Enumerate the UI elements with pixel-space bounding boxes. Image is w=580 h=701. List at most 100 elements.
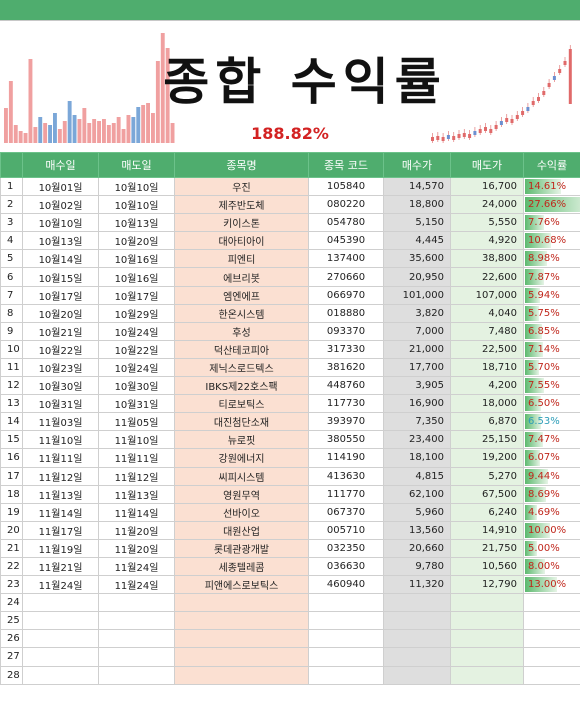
- stock-name-cell[interactable]: 제주반도체: [174, 195, 309, 215]
- buy-date-cell[interactable]: 11월19일: [22, 538, 99, 558]
- return-cell[interactable]: 5.94%: [523, 285, 580, 305]
- return-cell[interactable]: 5.00%: [523, 538, 580, 558]
- buy-price-cell[interactable]: 4,815: [383, 466, 451, 486]
- sell-date-cell[interactable]: 11월14일: [98, 502, 175, 522]
- buy-date-cell[interactable]: 10월13일: [22, 231, 99, 251]
- empty-cell[interactable]: [450, 665, 524, 685]
- stock-name-cell[interactable]: 피엔티: [174, 249, 309, 269]
- buy-price-cell[interactable]: 101,000: [383, 285, 451, 305]
- stock-name-cell[interactable]: 에브리봇: [174, 267, 309, 287]
- sell-price-cell[interactable]: 5,270: [450, 466, 524, 486]
- buy-date-cell[interactable]: 11월13일: [22, 484, 99, 504]
- stock-name-cell[interactable]: 한온시스템: [174, 303, 309, 323]
- row-index[interactable]: 15: [0, 430, 23, 450]
- row-index[interactable]: 7: [0, 285, 23, 305]
- buy-date-cell[interactable]: 11월10일: [22, 430, 99, 450]
- empty-cell[interactable]: [22, 665, 99, 685]
- stock-name-cell[interactable]: 강원에너지: [174, 448, 309, 468]
- sell-price-cell[interactable]: 18,000: [450, 394, 524, 414]
- buy-date-cell[interactable]: 11월17일: [22, 520, 99, 540]
- stock-code-cell[interactable]: 066970: [308, 285, 384, 305]
- stock-name-cell[interactable]: 롯데관광개발: [174, 538, 309, 558]
- return-cell[interactable]: 27.66%: [523, 195, 580, 215]
- row-index[interactable]: 17: [0, 466, 23, 486]
- sell-date-cell[interactable]: 10월10일: [98, 195, 175, 215]
- row-index[interactable]: 24: [0, 593, 23, 613]
- sell-date-cell[interactable]: 10월31일: [98, 394, 175, 414]
- return-cell[interactable]: 7.47%: [523, 430, 580, 450]
- empty-cell[interactable]: [523, 665, 580, 685]
- row-index[interactable]: 26: [0, 629, 23, 649]
- buy-price-cell[interactable]: 7,000: [383, 321, 451, 341]
- buy-price-cell[interactable]: 17,700: [383, 357, 451, 378]
- sell-date-cell[interactable]: 10월16일: [98, 267, 175, 287]
- stock-name-cell[interactable]: 피앤에스로보틱스: [174, 575, 309, 595]
- row-index[interactable]: 25: [0, 611, 23, 631]
- sell-price-cell[interactable]: 67,500: [450, 484, 524, 504]
- empty-cell[interactable]: [174, 593, 309, 613]
- stock-code-cell[interactable]: 270660: [308, 267, 384, 287]
- sell-price-cell[interactable]: 6,870: [450, 412, 524, 432]
- empty-cell[interactable]: [22, 629, 99, 649]
- empty-cell[interactable]: [523, 647, 580, 667]
- stock-code-cell[interactable]: 413630: [308, 466, 384, 486]
- buy-price-cell[interactable]: 18,800: [383, 195, 451, 215]
- buy-price-cell[interactable]: 4,445: [383, 231, 451, 251]
- empty-cell[interactable]: [174, 629, 309, 649]
- stock-code-cell[interactable]: 117730: [308, 394, 384, 414]
- sell-price-cell[interactable]: 5,550: [450, 213, 524, 233]
- stock-name-cell[interactable]: 후성: [174, 321, 309, 341]
- return-cell[interactable]: 8.98%: [523, 249, 580, 269]
- row-index[interactable]: 8: [0, 303, 23, 323]
- stock-code-cell[interactable]: 111770: [308, 484, 384, 504]
- sell-price-cell[interactable]: 25,150: [450, 430, 524, 450]
- buy-price-cell[interactable]: 18,100: [383, 448, 451, 468]
- stock-name-cell[interactable]: 뉴로핏: [174, 430, 309, 450]
- empty-cell[interactable]: [383, 629, 451, 649]
- empty-cell[interactable]: [98, 647, 175, 667]
- buy-date-cell[interactable]: 11월03일: [22, 412, 99, 432]
- stock-name-cell[interactable]: 선바이오: [174, 502, 309, 522]
- empty-cell[interactable]: [383, 647, 451, 667]
- empty-cell[interactable]: [22, 593, 99, 613]
- stock-code-cell[interactable]: 448760: [308, 376, 384, 396]
- return-cell[interactable]: 6.53%: [523, 412, 580, 432]
- stock-name-cell[interactable]: 씨피시스템: [174, 466, 309, 486]
- empty-cell[interactable]: [174, 647, 309, 667]
- row-index[interactable]: 18: [0, 484, 23, 504]
- sell-date-cell[interactable]: 11월24일: [98, 575, 175, 595]
- stock-name-cell[interactable]: 제닉스로드텍스: [174, 357, 309, 378]
- empty-cell[interactable]: [174, 611, 309, 631]
- stock-name-cell[interactable]: 대원산업: [174, 520, 309, 540]
- empty-cell[interactable]: [22, 611, 99, 631]
- empty-cell[interactable]: [308, 647, 384, 667]
- row-index[interactable]: 11: [0, 357, 23, 378]
- buy-price-cell[interactable]: 62,100: [383, 484, 451, 504]
- buy-date-cell[interactable]: 10월15일: [22, 267, 99, 287]
- sell-date-cell[interactable]: 10월10일: [98, 176, 175, 197]
- buy-date-cell[interactable]: 11월11일: [22, 448, 99, 468]
- buy-price-cell[interactable]: 5,150: [383, 213, 451, 233]
- return-cell[interactable]: 4.69%: [523, 502, 580, 522]
- sell-price-cell[interactable]: 18,710: [450, 357, 524, 378]
- empty-cell[interactable]: [98, 593, 175, 613]
- buy-date-cell[interactable]: 10월30일: [22, 376, 99, 396]
- buy-date-cell[interactable]: 11월24일: [22, 575, 99, 595]
- row-index[interactable]: 23: [0, 575, 23, 595]
- empty-cell[interactable]: [523, 593, 580, 613]
- empty-cell[interactable]: [450, 647, 524, 667]
- buy-date-cell[interactable]: 10월17일: [22, 285, 99, 305]
- stock-code-cell[interactable]: 381620: [308, 357, 384, 378]
- stock-code-cell[interactable]: 093370: [308, 321, 384, 341]
- sell-date-cell[interactable]: 10월16일: [98, 249, 175, 269]
- stock-name-cell[interactable]: 세종텔레콤: [174, 556, 309, 577]
- empty-cell[interactable]: [98, 629, 175, 649]
- empty-cell[interactable]: [450, 611, 524, 631]
- stock-name-cell[interactable]: 키이스톤: [174, 213, 309, 233]
- row-index[interactable]: 21: [0, 538, 23, 558]
- return-cell[interactable]: 7.76%: [523, 213, 580, 233]
- stock-code-cell[interactable]: 036630: [308, 556, 384, 577]
- sell-date-cell[interactable]: 10월20일: [98, 231, 175, 251]
- sell-price-cell[interactable]: 4,200: [450, 376, 524, 396]
- sell-date-cell[interactable]: 11월20일: [98, 520, 175, 540]
